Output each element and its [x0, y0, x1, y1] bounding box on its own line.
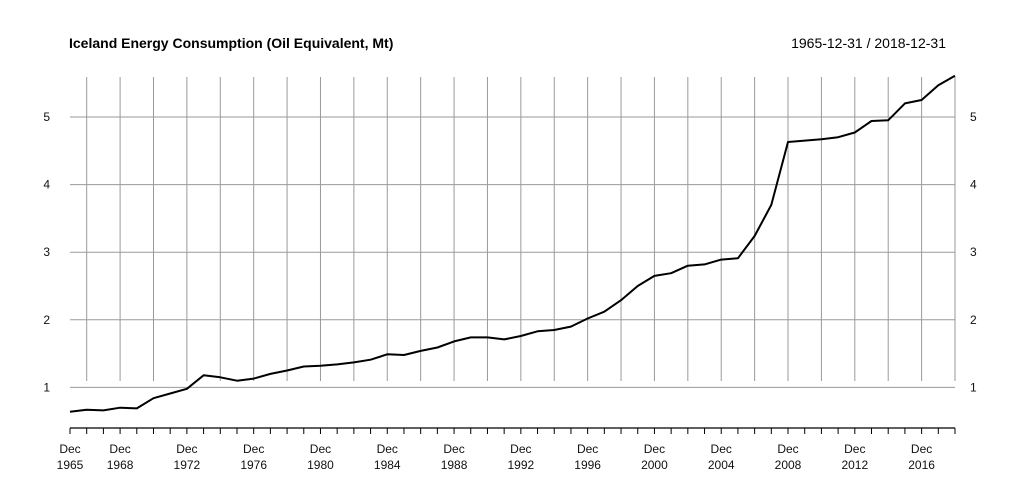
y-tick-labels-left: 1 2 3 4 5 [43, 110, 50, 394]
x-tick-label-year: 1972 [174, 458, 201, 472]
x-tick-label-year: 1984 [374, 458, 401, 472]
x-tick-label-month: Dec [443, 442, 464, 456]
vertical-gridlines [86, 77, 956, 381]
x-tick-labels: Dec 1965 Dec 1968 Dec 1972 Dec 1976 Dec 1980 Dec 19… [57, 442, 936, 472]
x-tick-label-month: Dec [243, 442, 264, 456]
x-tick-label-month: Dec [711, 442, 732, 456]
x-tick-label-year: 1976 [240, 458, 267, 472]
x-tick-label-month: Dec [310, 442, 331, 456]
y-tick-label: 4 [43, 178, 50, 192]
x-tick-label-year: 1968 [107, 458, 134, 472]
series-line [69, 74, 956, 413]
y-tick-label: 2 [43, 313, 50, 327]
x-tick-label-year: 1996 [574, 458, 601, 472]
x-tick-label-year: 1988 [441, 458, 468, 472]
x-tick-label-month: Dec [644, 442, 665, 456]
y-tick-label: 3 [43, 245, 50, 259]
y-tick-label: 5 [970, 110, 977, 124]
x-tick-label-year: 1992 [507, 458, 534, 472]
x-tick-label-year: 2012 [841, 458, 868, 472]
horizontal-gridlines [70, 116, 955, 388]
x-tick-label-year: 2004 [708, 458, 735, 472]
y-tick-label: 1 [43, 380, 50, 394]
x-tick-label-month: Dec [510, 442, 531, 456]
x-tick-label-year: 1965 [57, 458, 84, 472]
y-tick-label: 4 [970, 178, 977, 192]
x-tick-label-year: 1980 [307, 458, 334, 472]
chart-date-range: 1965-12-31 / 2018-12-31 [791, 35, 946, 51]
y-tick-labels-right: 1 2 3 4 5 [970, 110, 977, 394]
x-tick-label-month: Dec [377, 442, 398, 456]
chart-title: Iceland Energy Consumption (Oil Equivale… [69, 35, 394, 51]
y-tick-label: 1 [970, 380, 977, 394]
x-tick-label-month: Dec [777, 442, 798, 456]
x-tick-label-month: Dec [59, 442, 80, 456]
x-tick-label-month: Dec [844, 442, 865, 456]
y-tick-label: 3 [970, 245, 977, 259]
x-tick-label-month: Dec [109, 442, 130, 456]
x-tick-label-month: Dec [911, 442, 932, 456]
axes [69, 427, 956, 434]
x-tick-label-year: 2016 [908, 458, 935, 472]
x-tick-label-year: 2008 [775, 458, 802, 472]
y-tick-label: 5 [43, 110, 50, 124]
series-group [69, 74, 956, 413]
x-tick-label-year: 2000 [641, 458, 668, 472]
x-tick-label-month: Dec [577, 442, 598, 456]
y-tick-label: 2 [970, 313, 977, 327]
x-tick-label-month: Dec [176, 442, 197, 456]
